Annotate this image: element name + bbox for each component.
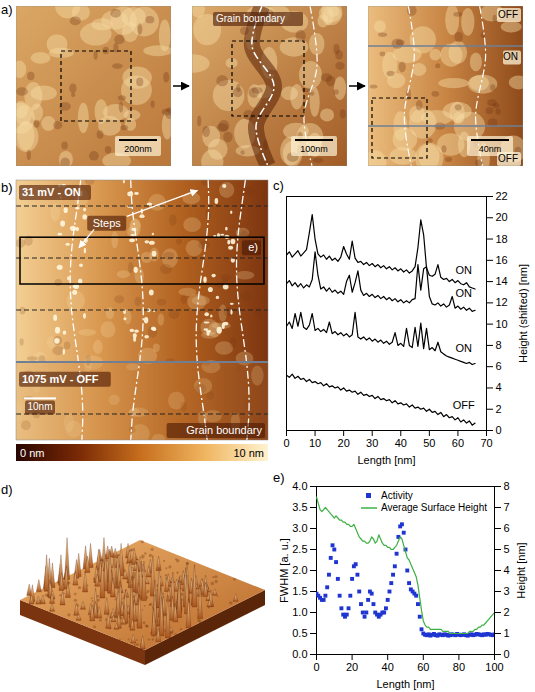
svg-text:20: 20 bbox=[346, 661, 358, 673]
svg-text:Steps: Steps bbox=[93, 217, 122, 229]
svg-text:8: 8 bbox=[504, 480, 510, 492]
svg-text:Length [nm]: Length [nm] bbox=[376, 678, 434, 690]
svg-text:10: 10 bbox=[496, 318, 508, 330]
svg-text:OFF: OFF bbox=[498, 153, 518, 164]
svg-text:12: 12 bbox=[496, 296, 508, 308]
svg-text:2.5: 2.5 bbox=[292, 543, 307, 555]
svg-text:8: 8 bbox=[496, 339, 502, 351]
svg-text:10nm: 10nm bbox=[27, 401, 52, 412]
svg-text:ON: ON bbox=[455, 264, 472, 276]
svg-text:100nm: 100nm bbox=[300, 144, 328, 154]
svg-text:1075 mV - OFF: 1075 mV - OFF bbox=[22, 373, 99, 385]
svg-text:0: 0 bbox=[283, 437, 289, 449]
svg-text:80: 80 bbox=[453, 661, 465, 673]
svg-text:1.5: 1.5 bbox=[292, 585, 307, 597]
svg-text:50: 50 bbox=[423, 437, 435, 449]
svg-text:c): c) bbox=[273, 178, 284, 193]
svg-text:4: 4 bbox=[504, 564, 510, 576]
svg-text:40: 40 bbox=[382, 661, 394, 673]
svg-text:0: 0 bbox=[504, 648, 510, 660]
html-text:Average Surface Height: Average Surface Height bbox=[381, 502, 487, 513]
html-text:Activity: Activity bbox=[381, 490, 413, 501]
svg-text:20: 20 bbox=[338, 437, 350, 449]
svg-text:70: 70 bbox=[480, 437, 492, 449]
svg-text:0 nm: 0 nm bbox=[20, 447, 44, 459]
svg-text:1: 1 bbox=[504, 627, 510, 639]
svg-text:200nm: 200nm bbox=[124, 144, 152, 154]
svg-text:4.0: 4.0 bbox=[292, 480, 307, 492]
svg-text:Grain boundary: Grain boundary bbox=[186, 424, 262, 436]
svg-text:d): d) bbox=[1, 482, 13, 497]
svg-text:4: 4 bbox=[496, 381, 502, 393]
svg-text:10: 10 bbox=[309, 437, 321, 449]
svg-text:30: 30 bbox=[366, 437, 378, 449]
svg-text:60: 60 bbox=[417, 661, 429, 673]
svg-text:0.0: 0.0 bbox=[292, 648, 307, 660]
svg-text:40: 40 bbox=[395, 437, 407, 449]
svg-text:100: 100 bbox=[485, 661, 503, 673]
svg-text:OFF: OFF bbox=[498, 9, 518, 20]
svg-text:18: 18 bbox=[496, 233, 508, 245]
svg-text:Length [nm]: Length [nm] bbox=[357, 454, 415, 466]
svg-text:ON: ON bbox=[455, 342, 472, 354]
svg-text:Grain boundary: Grain boundary bbox=[216, 13, 285, 24]
svg-text:0: 0 bbox=[313, 661, 319, 673]
svg-text:0: 0 bbox=[496, 424, 502, 436]
svg-text:5: 5 bbox=[504, 543, 510, 555]
svg-text:e): e) bbox=[273, 470, 285, 485]
svg-text:10 nm: 10 nm bbox=[233, 447, 264, 459]
svg-text:6: 6 bbox=[496, 360, 502, 372]
svg-text:OFF: OFF bbox=[453, 399, 475, 411]
svg-text:3.0: 3.0 bbox=[292, 522, 307, 534]
svg-text:ON: ON bbox=[503, 51, 518, 62]
svg-text:Height (shifted) [nm]: Height (shifted) [nm] bbox=[517, 264, 529, 363]
svg-text:2.0: 2.0 bbox=[292, 564, 307, 576]
svg-text:e): e) bbox=[248, 241, 258, 253]
svg-text:2: 2 bbox=[496, 403, 502, 415]
svg-text:40nm: 40nm bbox=[478, 144, 502, 154]
svg-text:FWHM [a. u.]: FWHM [a. u.] bbox=[278, 538, 290, 603]
svg-text:14: 14 bbox=[496, 275, 508, 287]
svg-text:3: 3 bbox=[504, 585, 510, 597]
svg-text:ON: ON bbox=[455, 287, 472, 299]
svg-text:0.5: 0.5 bbox=[292, 627, 307, 639]
svg-text:31 mV - ON: 31 mV - ON bbox=[22, 186, 81, 198]
svg-text:2: 2 bbox=[504, 606, 510, 618]
svg-text:60: 60 bbox=[452, 437, 464, 449]
svg-text:Height [nm]: Height [nm] bbox=[515, 542, 527, 598]
svg-text:22: 22 bbox=[496, 190, 508, 202]
svg-text:b): b) bbox=[1, 180, 13, 195]
svg-text:1.0: 1.0 bbox=[292, 606, 307, 618]
svg-text:3.5: 3.5 bbox=[292, 501, 307, 513]
svg-text:20: 20 bbox=[496, 211, 508, 223]
svg-text:a): a) bbox=[1, 2, 13, 17]
svg-text:16: 16 bbox=[496, 254, 508, 266]
svg-text:7: 7 bbox=[504, 501, 510, 513]
svg-text:6: 6 bbox=[504, 522, 510, 534]
